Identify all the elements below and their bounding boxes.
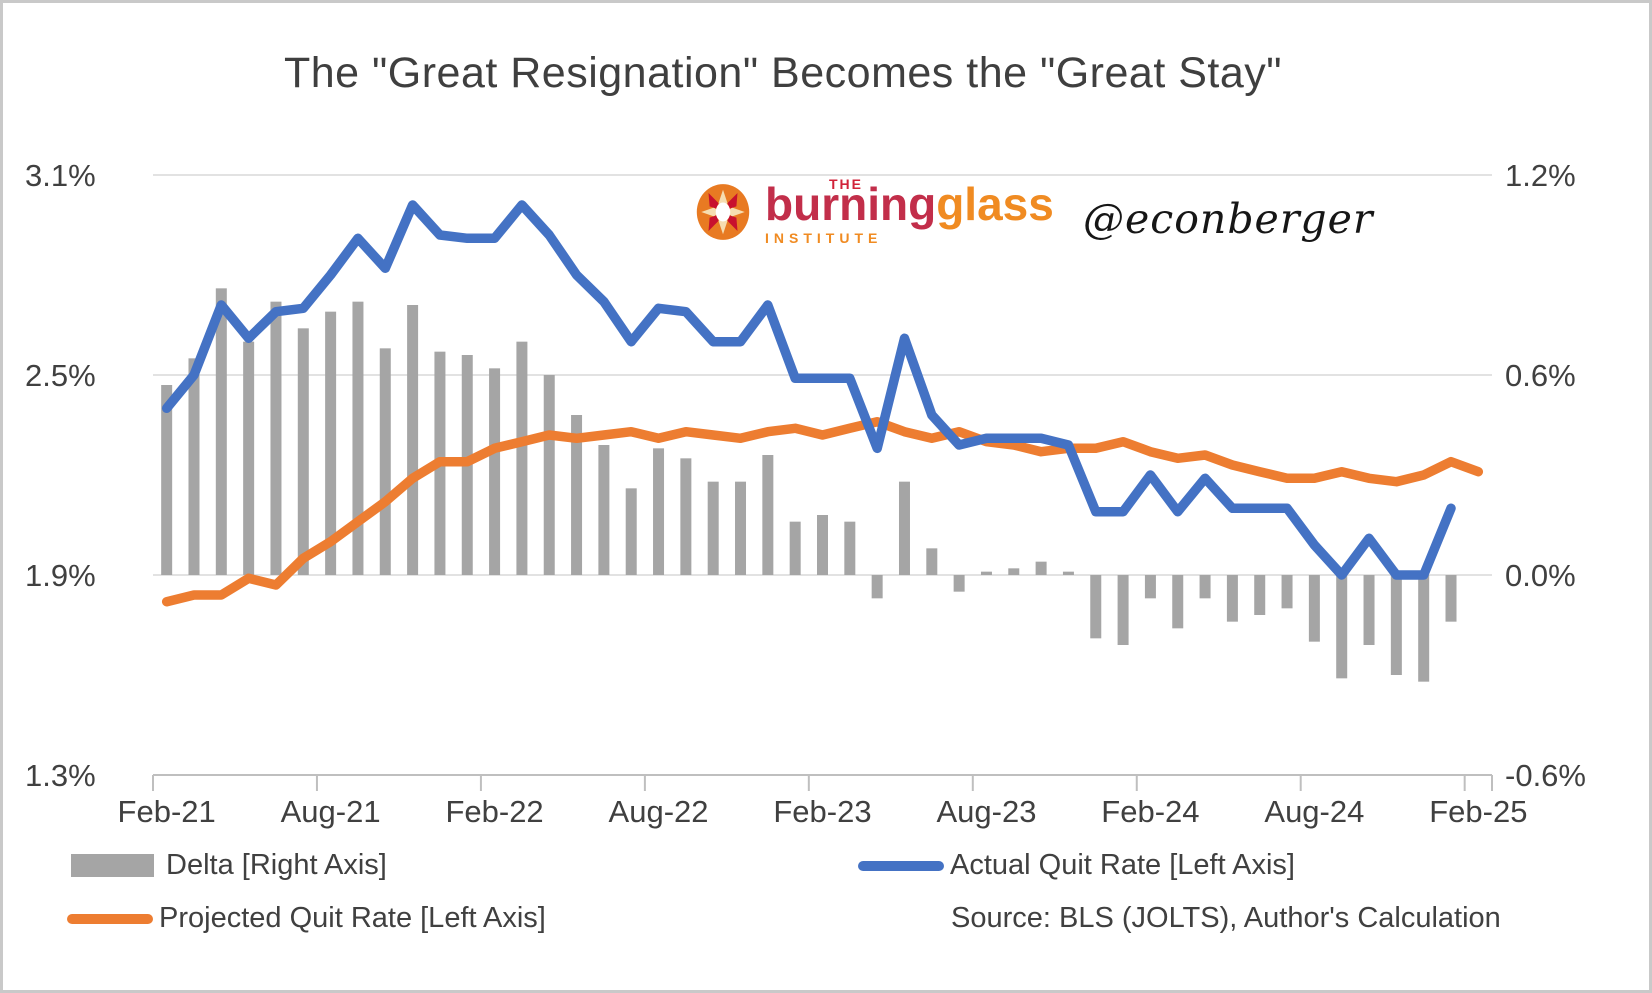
svg-text:Aug-22: Aug-22 xyxy=(609,794,709,829)
legend-item-actual: Actual Quit Rate [Left Axis] xyxy=(858,849,1295,882)
quit-rate-chart-plot: 3.1% 1.2% 2.5% 0.6% 1.9% 0.0% 1.3% -0.6% Feb-21 A… xyxy=(25,158,1586,829)
svg-text:Feb-24: Feb-24 xyxy=(1101,794,1199,829)
svg-text:Aug-24: Aug-24 xyxy=(1264,794,1364,829)
legend-projected-label: Projected Quit Rate [Left Axis] xyxy=(159,902,546,934)
logo-glass-text: glass xyxy=(936,178,1054,230)
burning-glass-institute-logo: THE burningglass INSTITUTE xyxy=(695,177,1054,246)
econberger-watermark: @econberger xyxy=(1083,195,1374,243)
legend-item-projected: Projected Quit Rate [Left Axis] xyxy=(67,902,546,935)
svg-text:3.1%: 3.1% xyxy=(25,158,96,193)
svg-text:Aug-23: Aug-23 xyxy=(936,794,1036,829)
burning-glass-starburst-icon xyxy=(696,184,750,240)
legend-actual-label: Actual Quit Rate [Left Axis] xyxy=(950,849,1295,881)
svg-text:1.9%: 1.9% xyxy=(25,558,96,593)
svg-text:0.6%: 0.6% xyxy=(1505,358,1576,393)
chart-title: The "Great Resignation" Becomes the "Gre… xyxy=(283,49,1283,97)
svg-text:Feb-21: Feb-21 xyxy=(118,794,216,829)
logo-burning-text: burning xyxy=(765,178,937,230)
source-note: Source: BLS (JOLTS), Author's Calculatio… xyxy=(951,902,1501,934)
legend-item-delta: Delta [Right Axis] xyxy=(71,849,387,882)
logo-institute-text: INSTITUTE xyxy=(765,230,883,246)
logo-wordmark: THE burningglass INSTITUTE xyxy=(765,177,1054,246)
legend-delta-label: Delta [Right Axis] xyxy=(166,849,387,881)
delta-bar-swatch-icon xyxy=(71,854,154,877)
actual-line-swatch-icon xyxy=(858,860,944,871)
svg-text:Feb-23: Feb-23 xyxy=(773,794,871,829)
projected-line-swatch-icon xyxy=(67,913,153,924)
svg-text:2.5%: 2.5% xyxy=(25,358,96,393)
svg-text:Feb-25: Feb-25 xyxy=(1429,794,1527,829)
svg-text:1.3%: 1.3% xyxy=(25,758,96,793)
svg-text:1.2%: 1.2% xyxy=(1505,158,1576,193)
svg-text:-0.6%: -0.6% xyxy=(1505,758,1586,793)
svg-text:Aug-21: Aug-21 xyxy=(281,794,381,829)
svg-text:0.0%: 0.0% xyxy=(1505,558,1576,593)
svg-text:Feb-22: Feb-22 xyxy=(445,794,543,829)
logo-the-text: THE xyxy=(829,176,863,192)
